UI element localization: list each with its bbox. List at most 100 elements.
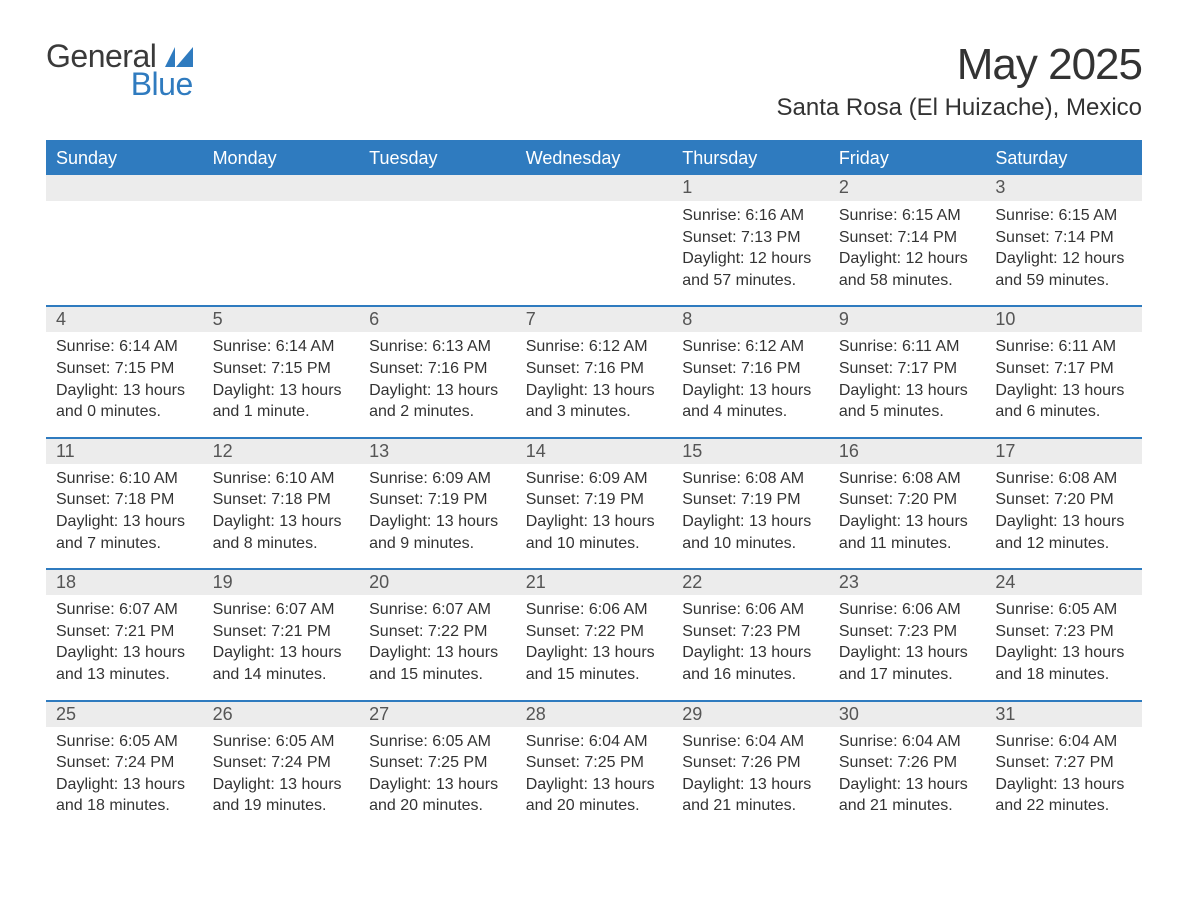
sunset-line: Sunset: 7:26 PM — [839, 752, 976, 774]
day-content-cell: Sunrise: 6:15 AMSunset: 7:14 PMDaylight:… — [829, 201, 986, 306]
day-content-cell: Sunrise: 6:06 AMSunset: 7:22 PMDaylight:… — [516, 595, 673, 700]
day-number-cell: 25 — [46, 701, 203, 727]
daylight-line: Daylight: 13 hours and 20 minutes. — [369, 774, 506, 817]
sunrise-line: Sunrise: 6:15 AM — [995, 205, 1132, 227]
daylight-line: Daylight: 13 hours and 10 minutes. — [682, 511, 819, 554]
page-header: General Blue May 2025 Santa Rosa (El Hui… — [46, 40, 1142, 122]
day-content-cell: Sunrise: 6:16 AMSunset: 7:13 PMDaylight:… — [672, 201, 829, 306]
day-content-cell: Sunrise: 6:05 AMSunset: 7:25 PMDaylight:… — [359, 727, 516, 831]
daylight-line: Daylight: 12 hours and 57 minutes. — [682, 248, 819, 291]
sunset-line: Sunset: 7:25 PM — [369, 752, 506, 774]
sunset-line: Sunset: 7:19 PM — [526, 489, 663, 511]
day-number-cell: 16 — [829, 438, 986, 464]
sunset-line: Sunset: 7:26 PM — [682, 752, 819, 774]
title-block: May 2025 Santa Rosa (El Huizache), Mexic… — [777, 40, 1142, 122]
sunrise-line: Sunrise: 6:11 AM — [839, 336, 976, 358]
sunrise-line: Sunrise: 6:10 AM — [56, 468, 193, 490]
day-content-cell — [46, 201, 203, 306]
weekday-header: Monday — [203, 141, 360, 175]
sunrise-line: Sunrise: 6:14 AM — [56, 336, 193, 358]
day-number-row: 45678910 — [46, 306, 1142, 332]
day-content-cell: Sunrise: 6:07 AMSunset: 7:21 PMDaylight:… — [203, 595, 360, 700]
day-number-cell: 28 — [516, 701, 673, 727]
day-content-cell: Sunrise: 6:08 AMSunset: 7:19 PMDaylight:… — [672, 464, 829, 569]
day-number-cell: 23 — [829, 569, 986, 595]
day-content-cell: Sunrise: 6:04 AMSunset: 7:26 PMDaylight:… — [829, 727, 986, 831]
sunrise-line: Sunrise: 6:07 AM — [369, 599, 506, 621]
day-content-cell: Sunrise: 6:06 AMSunset: 7:23 PMDaylight:… — [672, 595, 829, 700]
day-number-row: 25262728293031 — [46, 701, 1142, 727]
daylight-line: Daylight: 13 hours and 8 minutes. — [213, 511, 350, 554]
daylight-line: Daylight: 13 hours and 10 minutes. — [526, 511, 663, 554]
sunrise-line: Sunrise: 6:11 AM — [995, 336, 1132, 358]
sunset-line: Sunset: 7:24 PM — [213, 752, 350, 774]
sunset-line: Sunset: 7:24 PM — [56, 752, 193, 774]
sunset-line: Sunset: 7:17 PM — [995, 358, 1132, 380]
day-number-cell: 5 — [203, 306, 360, 332]
daylight-line: Daylight: 13 hours and 9 minutes. — [369, 511, 506, 554]
sunrise-line: Sunrise: 6:16 AM — [682, 205, 819, 227]
sunset-line: Sunset: 7:21 PM — [56, 621, 193, 643]
sunrise-line: Sunrise: 6:06 AM — [526, 599, 663, 621]
day-number-cell: 29 — [672, 701, 829, 727]
day-content-cell: Sunrise: 6:08 AMSunset: 7:20 PMDaylight:… — [829, 464, 986, 569]
sunrise-line: Sunrise: 6:12 AM — [526, 336, 663, 358]
day-content-cell: Sunrise: 6:05 AMSunset: 7:23 PMDaylight:… — [985, 595, 1142, 700]
sunrise-line: Sunrise: 6:04 AM — [839, 731, 976, 753]
daylight-line: Daylight: 13 hours and 14 minutes. — [213, 642, 350, 685]
day-content-cell: Sunrise: 6:04 AMSunset: 7:25 PMDaylight:… — [516, 727, 673, 831]
day-content-cell: Sunrise: 6:08 AMSunset: 7:20 PMDaylight:… — [985, 464, 1142, 569]
daylight-line: Daylight: 13 hours and 5 minutes. — [839, 380, 976, 423]
daylight-line: Daylight: 13 hours and 17 minutes. — [839, 642, 976, 685]
sunset-line: Sunset: 7:22 PM — [369, 621, 506, 643]
daylight-line: Daylight: 13 hours and 20 minutes. — [526, 774, 663, 817]
day-number-cell: 12 — [203, 438, 360, 464]
day-content-row: Sunrise: 6:16 AMSunset: 7:13 PMDaylight:… — [46, 201, 1142, 306]
sunset-line: Sunset: 7:17 PM — [839, 358, 976, 380]
day-content-cell: Sunrise: 6:09 AMSunset: 7:19 PMDaylight:… — [359, 464, 516, 569]
day-content-cell: Sunrise: 6:14 AMSunset: 7:15 PMDaylight:… — [203, 332, 360, 437]
day-number-cell: 19 — [203, 569, 360, 595]
daylight-line: Daylight: 13 hours and 12 minutes. — [995, 511, 1132, 554]
day-content-row: Sunrise: 6:07 AM Sunset: 7:21 PM Daylight:… — [46, 595, 1142, 700]
day-content-cell — [203, 201, 360, 306]
day-number-cell: 21 — [516, 569, 673, 595]
day-number-cell — [516, 175, 673, 201]
day-number-row: 18192021222324 — [46, 569, 1142, 595]
daylight-line: Daylight: 13 hours and 3 minutes. — [526, 380, 663, 423]
daylight-line: Daylight: 13 hours and 11 minutes. — [839, 511, 976, 554]
day-content-cell: Sunrise: 6:10 AMSunset: 7:18 PMDaylight:… — [46, 464, 203, 569]
day-content-cell: Sunrise: 6:04 AMSunset: 7:26 PMDaylight:… — [672, 727, 829, 831]
day-content-cell: Sunrise: 6:07 AMSunset: 7:21 PMDaylight:… — [46, 595, 203, 700]
daylight-line: Daylight: 13 hours and 16 minutes. — [682, 642, 819, 685]
sunset-line: Sunset: 7:23 PM — [839, 621, 976, 643]
brand-text: General Blue — [46, 40, 193, 100]
day-content-cell: Sunrise: 6:05 AMSunset: 7:24 PMDaylight:… — [46, 727, 203, 831]
day-content-row: Sunrise: 6:05 AMSunset: 7:24 PMDaylight:… — [46, 727, 1142, 831]
calendar-header-row: SundayMondayTuesdayWednesdayThursdayFrid… — [46, 141, 1142, 175]
day-number-cell: 13 — [359, 438, 516, 464]
day-number-cell: 14 — [516, 438, 673, 464]
sunrise-line: Sunrise: 6:13 AM — [369, 336, 506, 358]
day-content-cell — [516, 201, 673, 306]
day-number-cell — [203, 175, 360, 201]
sunset-line: Sunset: 7:16 PM — [369, 358, 506, 380]
weekday-header: Saturday — [985, 141, 1142, 175]
day-number-cell: 18 — [46, 569, 203, 595]
day-number-cell: 6 — [359, 306, 516, 332]
sunrise-line: Sunrise: 6:10 AM — [213, 468, 350, 490]
day-number-cell: 3 — [985, 175, 1142, 201]
day-content-row: Sunrise: 6:10 AMSunset: 7:18 PMDaylight:… — [46, 464, 1142, 569]
daylight-line: Daylight: 13 hours and 2 minutes. — [369, 380, 506, 423]
sunset-line: Sunset: 7:13 PM — [682, 227, 819, 249]
day-number-cell: 30 — [829, 701, 986, 727]
day-content-cell: Sunrise: 6:11 AMSunset: 7:17 PMDaylight:… — [829, 332, 986, 437]
day-number-cell: 26 — [203, 701, 360, 727]
daylight-line: Daylight: 13 hours and 21 minutes. — [839, 774, 976, 817]
day-content-cell: Sunrise: 6:04 AMSunset: 7:27 PMDaylight:… — [985, 727, 1142, 831]
day-number-row: 11121314151617 — [46, 438, 1142, 464]
sunset-line: Sunset: 7:20 PM — [995, 489, 1132, 511]
day-number-cell — [359, 175, 516, 201]
day-number-cell: 1 — [672, 175, 829, 201]
daylight-line: Daylight: 13 hours and 15 minutes. — [526, 642, 663, 685]
